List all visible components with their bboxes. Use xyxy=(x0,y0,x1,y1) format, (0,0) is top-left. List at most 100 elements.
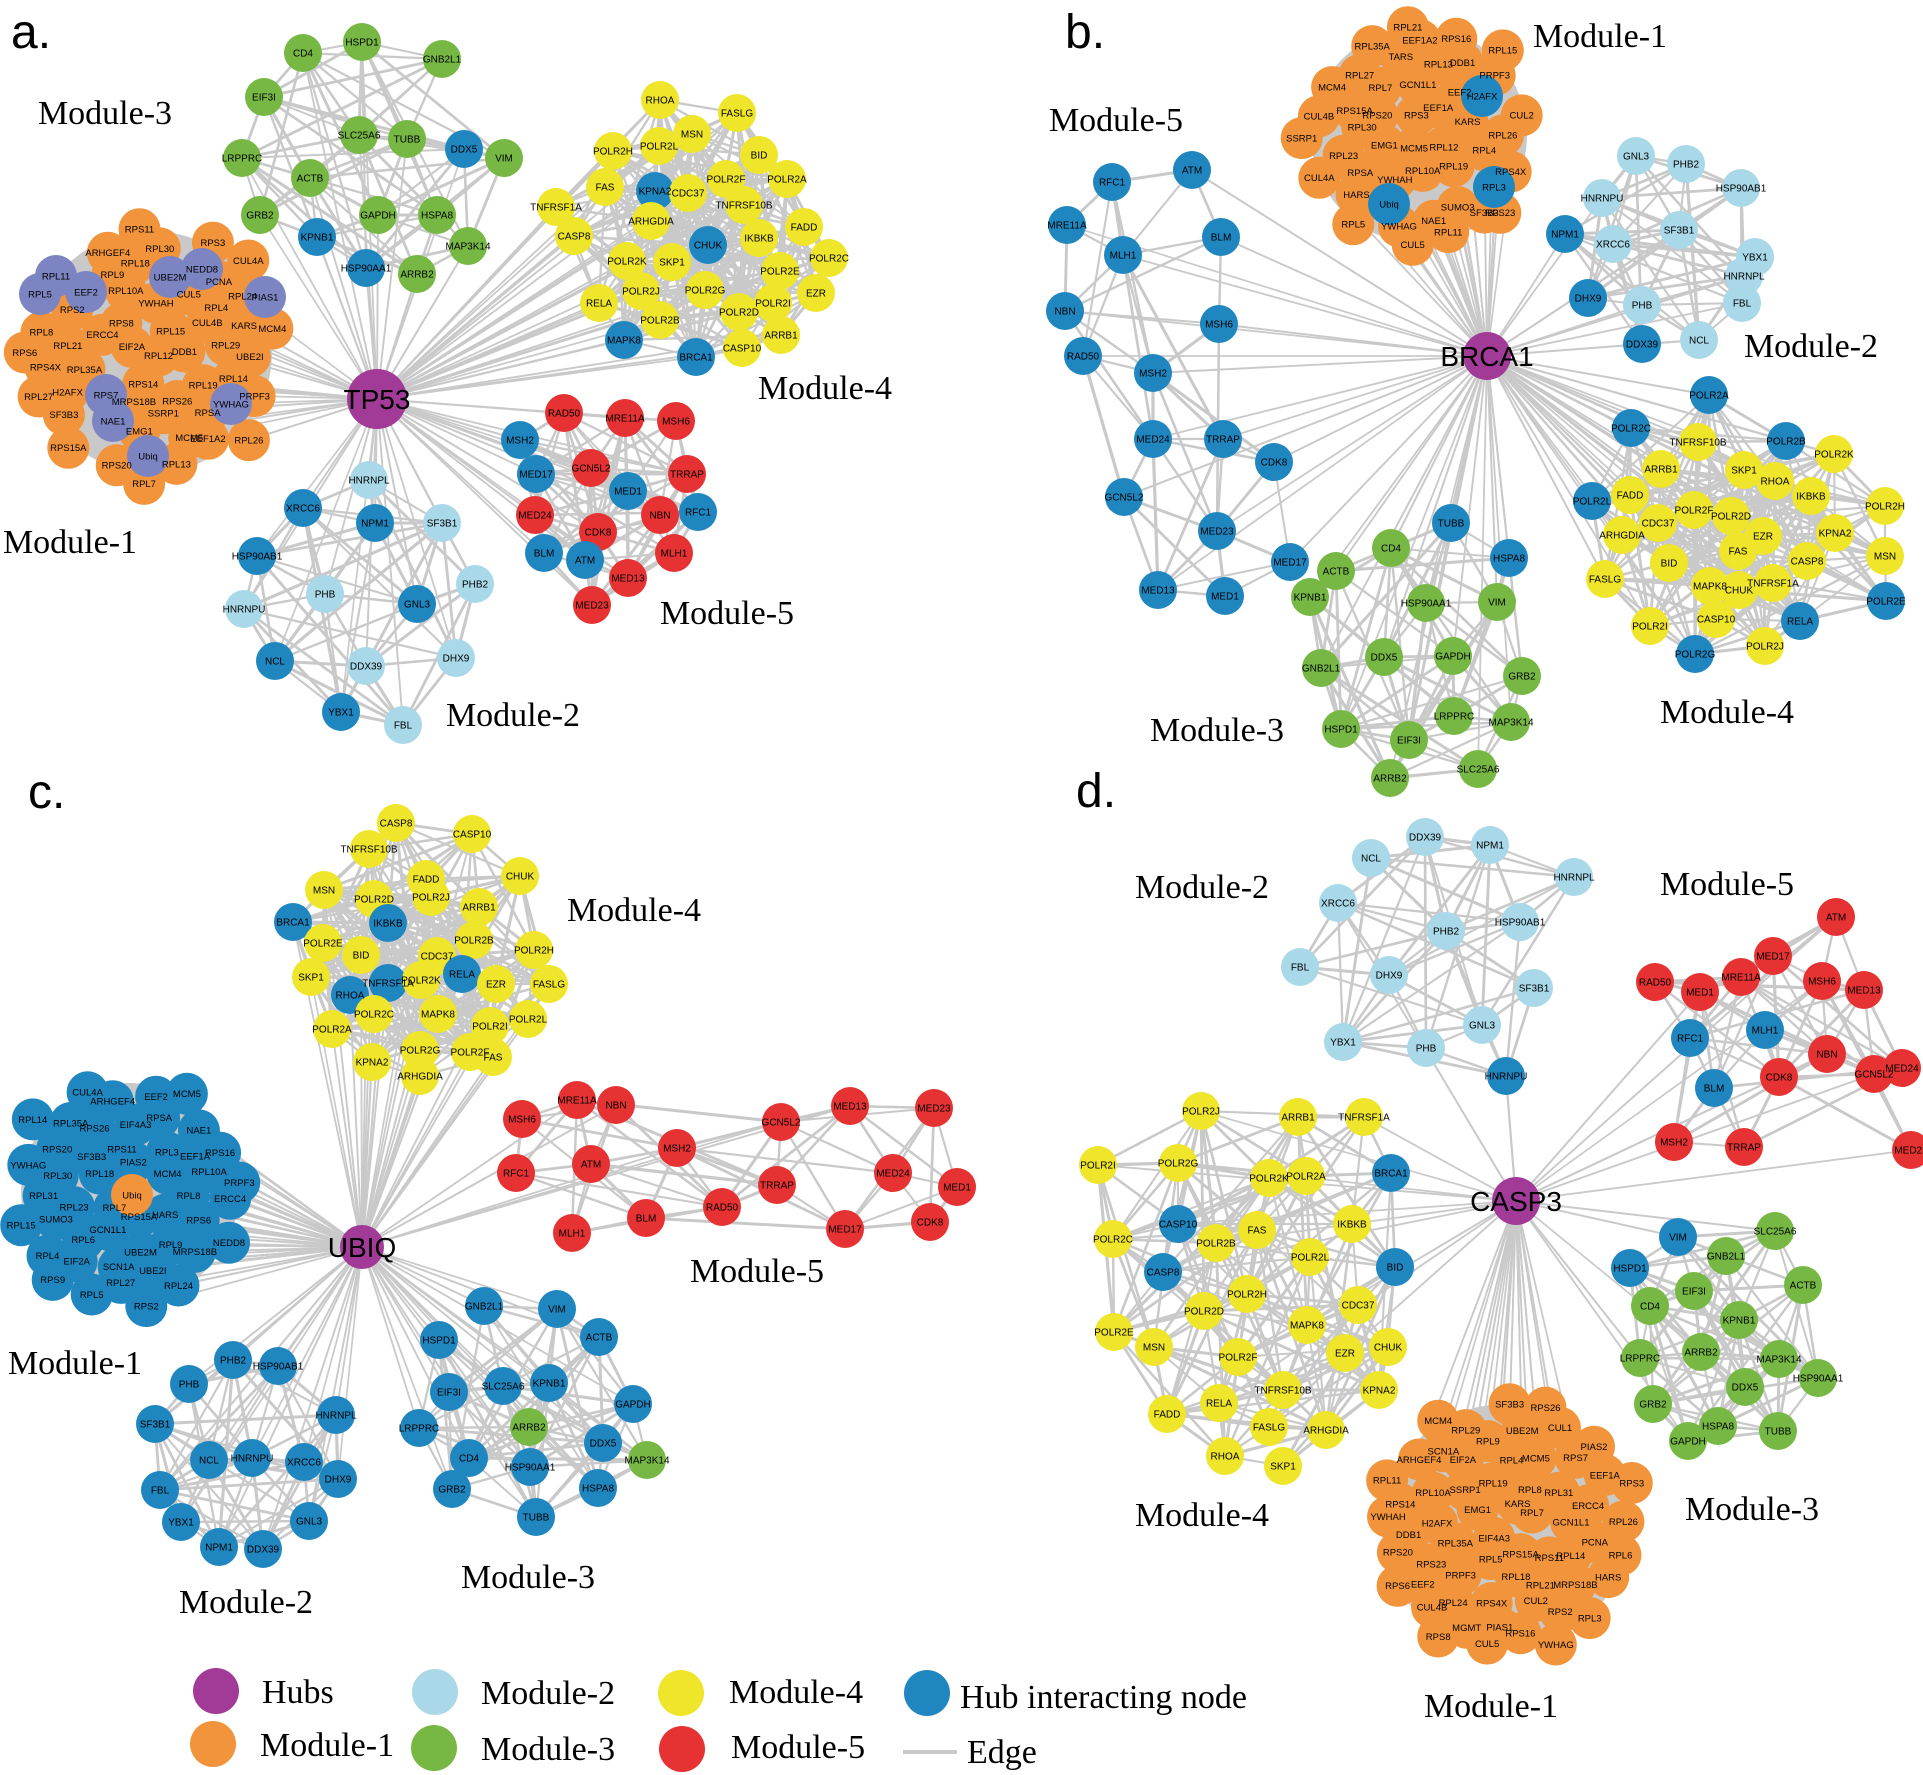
svg-text:POLR2D: POLR2D xyxy=(719,308,759,319)
svg-text:TUBB: TUBB xyxy=(394,135,421,146)
svg-text:RPL31: RPL31 xyxy=(1544,1488,1573,1499)
svg-text:POLR2E: POLR2E xyxy=(303,939,343,950)
svg-text:BLM: BLM xyxy=(534,549,555,560)
svg-text:RFC1: RFC1 xyxy=(503,1169,530,1180)
svg-text:DDX5: DDX5 xyxy=(590,1439,617,1450)
svg-text:EIF3I: EIF3I xyxy=(252,93,276,104)
svg-text:TUBB: TUBB xyxy=(1765,1427,1792,1438)
svg-text:CUL4B: CUL4B xyxy=(192,318,223,329)
svg-text:CDC37: CDC37 xyxy=(421,952,454,963)
svg-text:PIAS1: PIAS1 xyxy=(252,292,279,303)
svg-text:IKBKB: IKBKB xyxy=(1337,1220,1367,1231)
svg-text:EIF4A3: EIF4A3 xyxy=(120,1120,152,1131)
svg-text:NBN: NBN xyxy=(649,511,670,522)
svg-text:KPNA2: KPNA2 xyxy=(1363,1386,1396,1397)
svg-text:GAPDH: GAPDH xyxy=(1670,1437,1706,1448)
svg-text:CUL2: CUL2 xyxy=(1510,111,1534,122)
svg-text:MAP3K14: MAP3K14 xyxy=(1756,1355,1801,1366)
svg-text:EIF3I: EIF3I xyxy=(437,1388,461,1399)
svg-text:MED23: MED23 xyxy=(1894,1146,1923,1157)
svg-text:CASP10: CASP10 xyxy=(453,830,492,841)
svg-text:POLR2E: POLR2E xyxy=(760,267,800,278)
svg-text:GCN1L1: GCN1L1 xyxy=(1399,80,1436,91)
svg-text:HSP90AA1: HSP90AA1 xyxy=(1793,1374,1844,1385)
svg-text:GNL3: GNL3 xyxy=(1623,152,1650,163)
svg-text:LRPPRC: LRPPRC xyxy=(1620,1354,1661,1365)
svg-text:HSPA8: HSPA8 xyxy=(421,211,453,222)
svg-text:FASLG: FASLG xyxy=(721,109,753,120)
svg-text:RPS26: RPS26 xyxy=(79,1124,109,1135)
svg-text:NEDD8: NEDD8 xyxy=(186,264,218,275)
svg-text:RPL24: RPL24 xyxy=(228,291,257,302)
svg-text:POLR2E: POLR2E xyxy=(1866,597,1906,608)
svg-text:CASP10: CASP10 xyxy=(723,344,762,355)
svg-text:LRPPRC: LRPPRC xyxy=(1434,712,1475,723)
svg-text:PIAS2: PIAS2 xyxy=(120,1158,147,1169)
svg-text:RPL24: RPL24 xyxy=(164,1281,193,1292)
svg-text:PHB: PHB xyxy=(179,1380,200,1391)
svg-text:CD4: CD4 xyxy=(1640,1302,1660,1313)
svg-text:POLR2B: POLR2B xyxy=(640,316,680,327)
svg-text:HSPA8: HSPA8 xyxy=(582,1484,614,1495)
svg-text:POLR2B: POLR2B xyxy=(1766,437,1806,448)
svg-text:DDB1: DDB1 xyxy=(1396,1530,1421,1541)
svg-text:FBL: FBL xyxy=(1733,299,1752,310)
svg-text:POLR2H: POLR2H xyxy=(593,147,633,158)
svg-text:PCNA: PCNA xyxy=(206,277,233,288)
svg-text:RPS8: RPS8 xyxy=(1426,1632,1451,1643)
svg-text:FAS: FAS xyxy=(1729,547,1748,558)
svg-text:EEF2: EEF2 xyxy=(74,287,98,298)
svg-text:GAPDH: GAPDH xyxy=(360,211,396,222)
svg-text:ATM: ATM xyxy=(1826,913,1846,924)
svg-text:CASP8: CASP8 xyxy=(1791,557,1824,568)
svg-text:MCM5: MCM5 xyxy=(173,1089,201,1100)
svg-text:TRRAP: TRRAP xyxy=(1727,1143,1761,1154)
svg-text:Module-1: Module-1 xyxy=(3,524,137,561)
svg-text:HSPD1: HSPD1 xyxy=(1613,1264,1647,1275)
svg-text:BID: BID xyxy=(751,151,768,162)
svg-text:CDC37: CDC37 xyxy=(672,189,705,200)
svg-text:RPS15A: RPS15A xyxy=(121,1212,158,1223)
svg-text:GCN1L1: GCN1L1 xyxy=(89,1225,126,1236)
svg-text:NPM1: NPM1 xyxy=(1551,230,1579,241)
svg-text:MRE11A: MRE11A xyxy=(1047,221,1087,232)
svg-text:Module-3: Module-3 xyxy=(1150,712,1284,749)
svg-text:MED24: MED24 xyxy=(876,1169,910,1180)
svg-text:IKBKB: IKBKB xyxy=(373,919,403,930)
svg-text:CD4: CD4 xyxy=(293,49,313,60)
svg-text:POLR2A: POLR2A xyxy=(767,175,807,186)
svg-text:MED1: MED1 xyxy=(614,487,642,498)
svg-text:c.: c. xyxy=(28,766,65,819)
svg-text:RPS26: RPS26 xyxy=(162,396,192,407)
svg-text:FBL: FBL xyxy=(1291,963,1310,974)
svg-text:PHB2: PHB2 xyxy=(462,580,489,591)
svg-text:MRPS18B: MRPS18B xyxy=(1553,1580,1597,1591)
svg-text:EEF2: EEF2 xyxy=(1411,1580,1435,1591)
svg-text:YWHAG: YWHAG xyxy=(213,399,249,410)
svg-text:RPS4X: RPS4X xyxy=(1495,167,1527,178)
svg-text:CASP10: CASP10 xyxy=(1159,1220,1198,1231)
svg-text:MED13: MED13 xyxy=(833,1102,867,1113)
svg-text:RPL35A: RPL35A xyxy=(1438,1539,1474,1550)
svg-text:DHX9: DHX9 xyxy=(1376,971,1403,982)
svg-text:RPS8: RPS8 xyxy=(109,319,134,330)
svg-text:EIF2A: EIF2A xyxy=(119,342,146,353)
svg-text:RPS6: RPS6 xyxy=(1385,1581,1410,1592)
svg-text:RPL15: RPL15 xyxy=(1488,46,1517,57)
svg-text:Edge: Edge xyxy=(967,1734,1037,1771)
svg-text:YBX1: YBX1 xyxy=(1330,1038,1356,1049)
svg-text:MSH6: MSH6 xyxy=(508,1115,536,1126)
svg-text:RPS7: RPS7 xyxy=(94,390,119,401)
svg-text:HSPA8: HSPA8 xyxy=(1702,1422,1734,1433)
svg-text:MSN: MSN xyxy=(313,886,335,897)
svg-text:XRCC6: XRCC6 xyxy=(287,1458,321,1469)
svg-text:RAD50: RAD50 xyxy=(1639,978,1672,989)
svg-text:HNRNPU: HNRNPU xyxy=(231,1454,274,1465)
svg-text:ACTB: ACTB xyxy=(1790,1281,1817,1292)
svg-text:MED23: MED23 xyxy=(1200,527,1234,538)
svg-text:BRCA1: BRCA1 xyxy=(276,918,310,929)
svg-text:RPS4X: RPS4X xyxy=(30,363,62,374)
svg-text:KPNB1: KPNB1 xyxy=(301,233,334,244)
svg-text:CUL1: CUL1 xyxy=(1548,1423,1572,1434)
svg-text:UBE2M: UBE2M xyxy=(1506,1426,1539,1437)
